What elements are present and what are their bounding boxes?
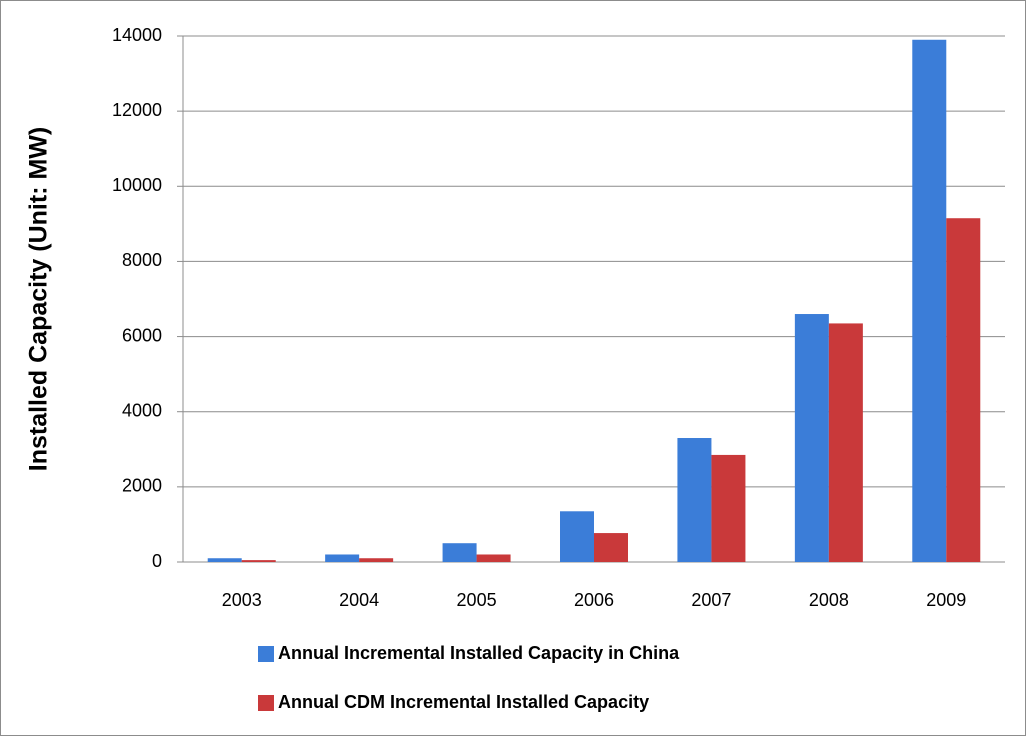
bar bbox=[828, 323, 863, 562]
bar bbox=[476, 554, 511, 562]
legend-label: Annual CDM Incremental Installed Capacit… bbox=[278, 692, 649, 712]
x-tick-label: 2007 bbox=[691, 590, 731, 610]
y-tick-label: 8000 bbox=[122, 250, 162, 270]
legend-swatch bbox=[258, 695, 274, 711]
x-tick-label: 2009 bbox=[926, 590, 966, 610]
bar bbox=[711, 454, 746, 562]
x-tick-label: 2006 bbox=[574, 590, 614, 610]
x-tick-label: 2003 bbox=[222, 590, 262, 610]
bar bbox=[442, 543, 477, 562]
y-tick-label: 10000 bbox=[112, 175, 162, 195]
y-tick-label: 4000 bbox=[122, 400, 162, 420]
bar bbox=[594, 533, 628, 562]
x-tick-label: 2004 bbox=[339, 590, 379, 610]
y-tick-label: 6000 bbox=[122, 325, 162, 345]
y-tick-label: 12000 bbox=[112, 100, 162, 120]
bar bbox=[560, 511, 594, 562]
x-tick-label: 2005 bbox=[457, 590, 497, 610]
bar bbox=[207, 558, 242, 562]
bar bbox=[241, 560, 276, 562]
y-tick-label: 14000 bbox=[112, 25, 162, 45]
legend-swatch bbox=[258, 646, 274, 662]
bar bbox=[325, 554, 360, 562]
bar bbox=[794, 314, 829, 562]
y-tick-label: 0 bbox=[152, 551, 162, 571]
bar bbox=[912, 39, 947, 562]
bar bbox=[359, 558, 394, 562]
legend-label: Annual Incremental Installed Capacity in… bbox=[278, 643, 680, 663]
x-tick-label: 2008 bbox=[809, 590, 849, 610]
bar bbox=[677, 438, 712, 562]
y-axis-title: Installed Capacity (Unit: MW) bbox=[25, 127, 53, 471]
y-tick-label: 2000 bbox=[122, 476, 162, 496]
bar bbox=[946, 218, 981, 562]
